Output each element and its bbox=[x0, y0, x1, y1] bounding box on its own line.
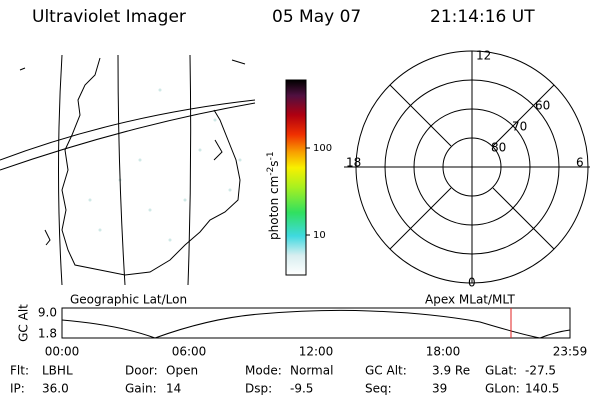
label-exponent: -1 bbox=[266, 151, 276, 160]
label-text: s bbox=[267, 160, 281, 166]
mlt-line bbox=[389, 187, 452, 250]
grid-line bbox=[0, 99, 256, 161]
footer: Flt: LBHL Door: Open Mode: Normal GC Alt: 3.9 R… bbox=[10, 364, 559, 396]
label-text: photon cm bbox=[267, 176, 281, 240]
info-value: 39 bbox=[432, 382, 447, 396]
info-value: LBHL bbox=[42, 364, 73, 378]
coastline bbox=[44, 229, 51, 246]
info-value: 3.9 Re bbox=[432, 364, 470, 378]
date: 05 May 07 bbox=[272, 7, 361, 27]
lat-label: 60 bbox=[535, 99, 550, 113]
polar-label: Apex MLat/MLT bbox=[425, 293, 515, 307]
grid-line bbox=[0, 102, 256, 171]
mlt-line bbox=[389, 84, 452, 147]
time-tick-label: 18:00 bbox=[426, 345, 461, 359]
mlt-line bbox=[492, 84, 555, 147]
time-tick-label: 12:00 bbox=[299, 345, 334, 359]
info-value: -9.5 bbox=[290, 382, 313, 396]
info-label: Mode: bbox=[245, 364, 282, 378]
mlt-label: 6 bbox=[576, 156, 584, 170]
colorbar-label: photon cm-2s-1 bbox=[266, 151, 281, 240]
info-label: GC Alt: bbox=[365, 364, 407, 378]
label-exponent: -2 bbox=[266, 167, 276, 176]
colorbar bbox=[285, 79, 307, 276]
mlt-label: 18 bbox=[346, 156, 361, 170]
info-label: GLat: bbox=[485, 364, 517, 378]
info-label: IP: bbox=[10, 382, 25, 396]
colorbar-tick-label: 100 bbox=[313, 143, 332, 154]
mlt-label: 12 bbox=[476, 49, 491, 63]
grid-line bbox=[117, 54, 126, 286]
mlt-line bbox=[492, 187, 555, 250]
time: 21:14:16 UT bbox=[430, 7, 535, 27]
info-value: -27.5 bbox=[525, 364, 556, 378]
altitude-tick-label: 9.0 bbox=[38, 306, 57, 320]
info-label: Seq: bbox=[365, 382, 392, 396]
coastline bbox=[19, 67, 26, 71]
time-tick-label: 06:00 bbox=[172, 345, 207, 359]
altitude-tick-label: 1.8 bbox=[38, 327, 57, 341]
polar-grid bbox=[344, 50, 590, 284]
info-label: Door: bbox=[125, 364, 158, 378]
info-value: 14 bbox=[166, 382, 181, 396]
altitude-frame bbox=[61, 307, 571, 339]
info-label: Flt: bbox=[10, 364, 29, 378]
time-tick-label: 00:00 bbox=[45, 345, 80, 359]
altitude-curve bbox=[61, 309, 571, 339]
coastline bbox=[61, 57, 241, 276]
info-label: Dsp: bbox=[245, 382, 272, 396]
map-label: Geographic Lat/Lon bbox=[70, 293, 187, 307]
info-value: Open bbox=[166, 364, 198, 378]
mlt-label: 0 bbox=[468, 276, 476, 290]
info-value: 36.0 bbox=[42, 382, 69, 396]
coastline bbox=[231, 59, 246, 65]
info-value: Normal bbox=[290, 364, 333, 378]
info-label: Gain: bbox=[125, 382, 157, 396]
grid-line bbox=[58, 54, 63, 286]
info-label: GLon: bbox=[485, 382, 520, 396]
lat-label: 70 bbox=[512, 120, 527, 134]
altitude-axis-label: GC Alt bbox=[17, 304, 31, 342]
emission-speckle bbox=[88, 88, 242, 242]
map bbox=[0, 54, 256, 286]
lat-label: 80 bbox=[491, 141, 506, 155]
info-value: 140.5 bbox=[525, 382, 559, 396]
time-tick-label: 23:59 bbox=[553, 345, 588, 359]
title: Ultraviolet Imager bbox=[32, 7, 186, 27]
grid-line bbox=[187, 54, 192, 286]
coastline bbox=[213, 139, 223, 161]
colorbar-tick-label: 10 bbox=[313, 230, 326, 241]
